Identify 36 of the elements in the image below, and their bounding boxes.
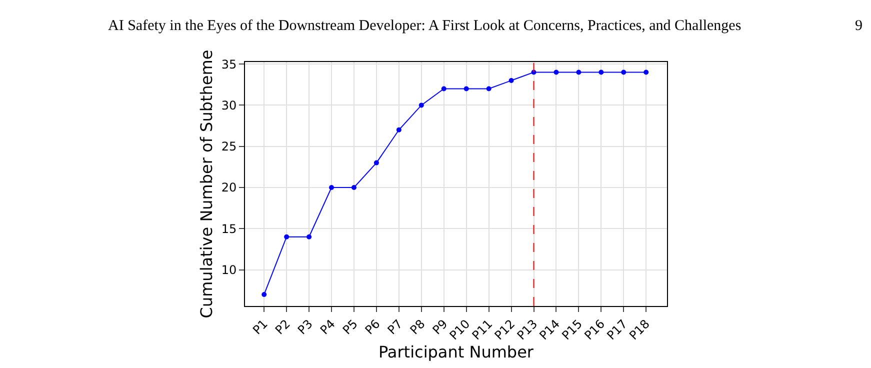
x-tick-label: P18 (626, 316, 652, 343)
point (284, 234, 290, 240)
point (418, 102, 424, 108)
x-tick-label: P4 (317, 316, 338, 338)
x-tick-label: P2 (272, 316, 293, 338)
point (262, 292, 267, 297)
point (508, 78, 514, 84)
point (486, 86, 492, 92)
point (374, 160, 379, 166)
x-tick-label: P7 (384, 316, 406, 338)
point (598, 70, 604, 75)
y-axis-title: Cumulative Number of Subtheme (197, 50, 216, 318)
point (351, 185, 356, 190)
y-tick-label: 35 (221, 57, 237, 72)
point (621, 70, 626, 75)
x-tick-label: P5 (340, 316, 360, 338)
point (464, 86, 469, 92)
point (576, 70, 582, 75)
text: 9 (855, 18, 862, 34)
chart-title: AI Safety in the Eyes of the Downstream Developer: A First Look at Concerns, Practices, and Challenges (108, 18, 742, 34)
x-tick-label: P8 (407, 316, 428, 338)
point (329, 185, 334, 190)
y-tick-label: 30 (221, 98, 237, 112)
x-tick-label: P1 (250, 316, 270, 338)
y-tick-label: 15 (221, 222, 237, 236)
y-tick-label: 20 (221, 180, 237, 195)
point (306, 234, 312, 240)
x-tick-label: P3 (294, 316, 316, 338)
x-tick-label: P6 (362, 316, 383, 338)
x-axis-title: Participant Number (378, 342, 534, 362)
y-tick-label: 10 (221, 262, 237, 277)
point (554, 70, 559, 75)
y-tick-label: 25 (221, 140, 237, 154)
point (441, 86, 446, 92)
point (396, 127, 402, 132)
point (644, 70, 649, 75)
